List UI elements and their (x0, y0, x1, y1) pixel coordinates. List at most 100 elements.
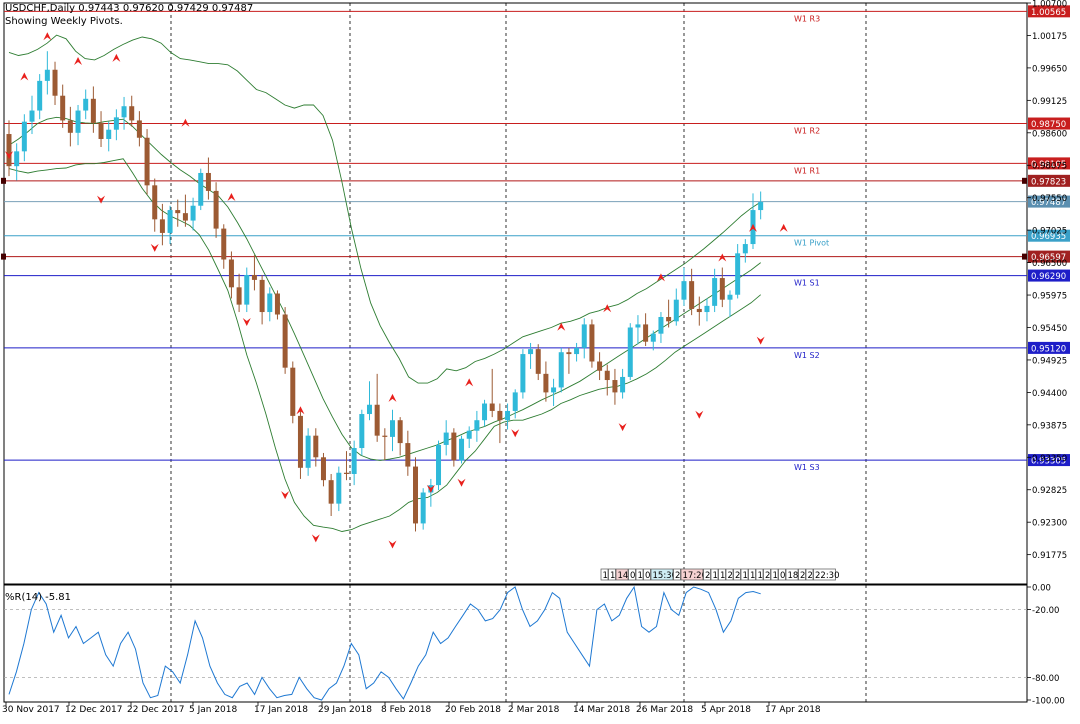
candle-body (366, 404, 372, 415)
candle-body (535, 349, 541, 374)
fractal-up-arrow (465, 378, 474, 387)
candle-body (474, 420, 480, 431)
candle-body (735, 253, 741, 295)
session-box (785, 568, 799, 581)
session-box-label: 18 (788, 571, 799, 581)
candle-body (566, 352, 572, 355)
pivot-price-tag (1028, 117, 1070, 130)
session-box (635, 568, 644, 581)
candle-body (627, 327, 633, 377)
y-tick-label: 0.91775 (1032, 551, 1067, 561)
candle-body (52, 69, 58, 96)
session-box (748, 568, 756, 581)
y-tick-label: 0.96500 (1032, 259, 1067, 269)
candle-body (604, 370, 610, 381)
wpr-y-tick-label: -20.00 (1032, 606, 1059, 616)
y-tick-label: 0.98075 (1032, 162, 1067, 172)
candle-body (14, 151, 20, 167)
candle-body (719, 278, 725, 300)
y-tick-label: 0.93875 (1032, 421, 1067, 431)
marker-price-tag (1028, 250, 1070, 263)
session-box-label: 17:20 (683, 571, 708, 581)
fractal-up-arrow (20, 72, 29, 81)
y-tick-label: 0.93350 (1032, 454, 1067, 464)
session-box-label: 0 (645, 571, 650, 581)
x-tick-label: 14 Mar 2018 (573, 705, 630, 715)
fractal-down-arrow (388, 540, 397, 549)
candle-body (382, 435, 388, 437)
y-tick-label: 0.97025 (1032, 227, 1067, 237)
session-box-label: 0 (780, 571, 785, 581)
fractal-up-arrow (296, 406, 305, 415)
x-tick-label: 2 Mar 2018 (508, 705, 560, 715)
x-tick-label: 5 Jan 2018 (189, 705, 237, 715)
y-tick-label: 0.98600 (1032, 129, 1067, 139)
session-box-label: 2 (800, 571, 805, 581)
candle-body (497, 410, 503, 421)
candle-body (320, 457, 326, 481)
fractal-up-arrow (656, 273, 665, 282)
candle-body (113, 117, 119, 130)
pivot-price-tag (1028, 5, 1070, 18)
candle-body (443, 432, 449, 445)
wpr-y-tick-label: 0.00 (1032, 584, 1051, 594)
pivot-price-tag-text: 0.93305 (1031, 457, 1066, 467)
candle-body (328, 480, 334, 504)
session-box (673, 568, 681, 581)
pivot-label: W1 R2 (794, 127, 820, 136)
candle-body (37, 80, 43, 111)
candle-body (236, 287, 242, 305)
session-box (740, 568, 749, 581)
fractal-down-arrow (150, 243, 159, 252)
pivot-label: W1 S2 (794, 351, 820, 360)
candle-body (67, 120, 73, 133)
candle-body (581, 324, 587, 348)
candle-body (60, 95, 66, 121)
y-tick-label: 0.99125 (1032, 97, 1067, 107)
candle-body (244, 274, 250, 305)
wpr-plot-frame (3, 584, 1028, 703)
pivot-label: W1 S3 (794, 463, 820, 472)
session-box-label: 2 (808, 571, 813, 581)
candle-body (742, 244, 748, 254)
candle-body (658, 316, 664, 334)
candle-body (689, 281, 695, 309)
candle-body (673, 299, 679, 322)
candle-body (505, 410, 511, 421)
pivot-price-tag (1028, 229, 1070, 242)
williams-r-panel: 0.00 -20.00 -80.00 -100.00 (4, 584, 1065, 707)
candle-body (704, 305, 710, 313)
candle-body (213, 190, 219, 229)
session-box (770, 568, 779, 581)
candle-body (758, 202, 764, 211)
candle-body (390, 420, 395, 437)
candle-body (712, 278, 718, 306)
fractal-up-arrow (43, 32, 52, 41)
candle-body (451, 432, 457, 461)
y-tick-label: 0.99650 (1032, 64, 1067, 74)
fractal-up-arrow (557, 322, 566, 331)
candle-body (681, 281, 687, 300)
marker-left-tick (1, 177, 6, 184)
marker-right-tick (1022, 253, 1027, 260)
fractal-up-arrow (181, 118, 190, 127)
session-box (798, 568, 806, 581)
candle-body (666, 316, 672, 322)
fractal-down-arrow (426, 484, 435, 493)
candle-body (136, 120, 142, 138)
candle-body (620, 376, 626, 393)
y-tick-label: 0.94925 (1032, 356, 1067, 366)
candle-body (482, 403, 488, 421)
candle-body (336, 472, 342, 504)
session-box-label: 1 (713, 571, 718, 581)
session-box (733, 568, 741, 581)
fractal-down-arrow (511, 429, 520, 438)
candle-body (75, 110, 81, 133)
session-box (600, 568, 609, 581)
candle-body (159, 219, 165, 233)
session-box (608, 568, 616, 581)
y-tick-label: 1.00175 (1032, 32, 1067, 42)
upper-band-line (8, 34, 761, 384)
